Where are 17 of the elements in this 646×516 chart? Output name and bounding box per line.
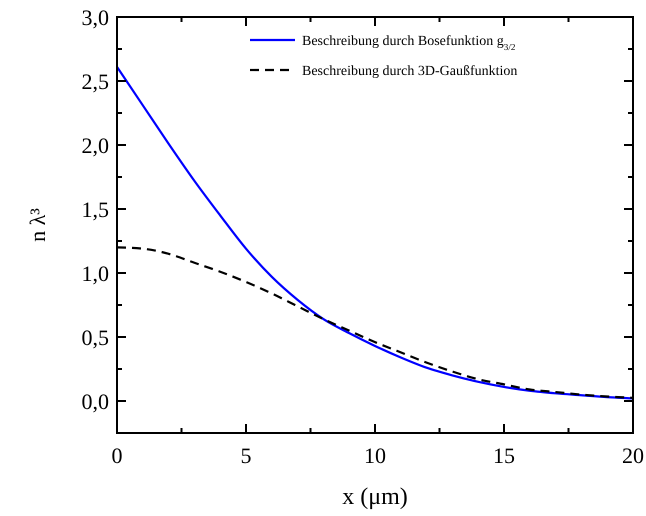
y-tick-label: 1,0 [82,261,109,286]
y-tick-label: 3,0 [82,5,109,30]
y-axis-title: n λ³ [25,208,50,242]
y-tick-label: 0,5 [82,325,109,350]
y-tick-label: 1,5 [82,197,109,222]
x-tick-label: 5 [240,443,252,468]
x-tick-label: 10 [364,443,386,468]
y-tick-label: 2,5 [82,69,109,94]
x-tick-label: 0 [112,443,122,468]
line-series [117,66,633,400]
legend-label: Beschreibung durch 3D-Gaußfunktion [302,64,518,79]
x-axis-title: x (μm) [342,484,408,510]
y-tick-label: 0,0 [82,389,109,414]
x-tick-label: 15 [493,443,515,468]
x-tick-label: 20 [622,443,644,468]
y-tick-label: 2,0 [82,133,109,158]
legend-label: Beschreibung durch Bosefunktion g$_{3/2}$ [302,34,516,52]
